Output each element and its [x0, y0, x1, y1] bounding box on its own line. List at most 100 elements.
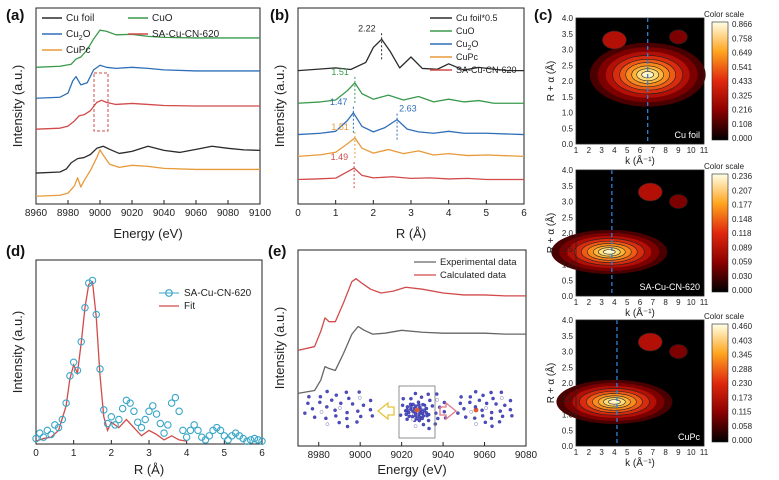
map-frame [575, 17, 705, 145]
data-point-37 [171, 393, 180, 402]
data-point-35 [164, 421, 172, 429]
atom-95 [411, 417, 415, 422]
atom-92 [420, 416, 424, 421]
atom-r-25 [458, 401, 463, 406]
series-line-cuo [35, 29, 260, 68]
x-tick-label-5: 5 [625, 298, 630, 307]
atom-15 [334, 393, 339, 397]
x-tick-label-10: 10 [687, 298, 696, 307]
panel-e-frame [297, 249, 527, 447]
series-line-sa-cu-cn-620 [35, 99, 260, 130]
legend-label-sa-cu-cn-620: SA-Cu-CN-620 [152, 29, 220, 40]
atom-13 [361, 403, 366, 408]
atom-r-17 [462, 407, 466, 411]
x-tick-label-1: 1 [574, 146, 579, 155]
legend-label-cuo: CuO [152, 13, 173, 24]
data-point-23 [118, 404, 127, 413]
legend-label-calc-e: Calculated data [440, 270, 507, 281]
atom-1 [333, 408, 337, 413]
x-tick-label-0: 0 [295, 208, 301, 219]
panel-label-c: (c) [534, 7, 552, 24]
colorbar-tick-6: 0.216 [732, 106, 753, 115]
colorbar-tick-8: 0.000 [732, 134, 753, 143]
atom-0 [338, 406, 342, 410]
legend-label-cuo-b: CuO [456, 26, 475, 36]
colorbar-tick-1: 0.758 [732, 34, 753, 43]
x-tick-label-11: 11 [700, 146, 709, 155]
atom-61 [413, 424, 418, 428]
data-point-11 [73, 366, 82, 375]
x-tick-label-7: 7 [651, 298, 656, 307]
atom-25 [306, 401, 310, 406]
peak-label-4: 1.51 [331, 122, 349, 132]
atom-3 [345, 410, 349, 415]
atom-r-7 [477, 398, 482, 403]
x-tick-label-9020: 9020 [121, 208, 144, 219]
atom-50 [436, 416, 440, 421]
atom-91 [417, 402, 421, 407]
data-point-3 [43, 426, 52, 435]
series-line-calculated-data [297, 278, 526, 352]
peak-label-3: 2.63 [399, 104, 417, 114]
colorbar-tick-4: 0.230 [732, 379, 753, 388]
atom-99 [421, 402, 425, 407]
x-tick-label-9060: 9060 [473, 450, 496, 461]
y-tick-label-0: 0.0 [562, 442, 574, 451]
atom-r-4 [473, 405, 478, 409]
atom-8 [356, 409, 360, 413]
atom-90 [407, 414, 411, 419]
series-line-cupc [35, 149, 260, 197]
colorbar-tick-4: 0.433 [732, 77, 753, 86]
x-tick-label-9060: 9060 [185, 208, 208, 219]
y-tick-label-6: 3.0 [562, 46, 574, 55]
data-point-36 [167, 399, 176, 407]
data-point-0 [32, 434, 40, 443]
atom-r-3 [489, 410, 494, 415]
data-point-28 [137, 423, 146, 432]
atom-r-31 [499, 390, 504, 395]
contour-8 [602, 249, 616, 255]
y-tick-label-5: 2.5 [562, 363, 574, 372]
legend-label-sa-d: SA-Cu-CN-620 [184, 288, 252, 299]
atom-56 [405, 417, 409, 421]
colorbar-tick-7: 0.030 [732, 272, 753, 281]
atom-59 [400, 403, 405, 408]
atom-55 [442, 409, 447, 414]
atom-29 [370, 414, 375, 418]
x-tick-label-7: 7 [651, 448, 656, 457]
data-point-8 [62, 399, 70, 407]
atom-r-33 [459, 395, 463, 399]
panel-a-xanes: Intensity (a.u.) Energy (eV) 8960 8980 900… [10, 7, 272, 241]
atom-r-9 [469, 410, 473, 414]
atom-r-27 [474, 422, 478, 426]
data-point-22 [115, 415, 123, 424]
atom-r-29 [510, 414, 514, 418]
x-tick-label-6: 6 [638, 298, 643, 307]
atom-98 [404, 412, 408, 417]
colorbar-tick-6: 0.115 [732, 408, 752, 417]
atom-97 [425, 413, 429, 418]
data-point-16 [92, 310, 101, 319]
atom-11 [345, 416, 349, 421]
atom-96 [411, 402, 415, 407]
contour-tertiary [669, 29, 688, 45]
atom-r-12 [468, 400, 472, 405]
atom-r-13 [503, 403, 507, 408]
x-tick-label-1: 1 [333, 208, 339, 219]
x-tick-label-10: 10 [687, 448, 696, 457]
data-point-29 [141, 415, 149, 424]
colorbar-tick-8: 0.000 [732, 286, 753, 295]
data-point-1 [36, 429, 44, 437]
data-point-7 [58, 415, 67, 424]
panel-e-ylabel: Intensity (a.u.) [272, 307, 287, 389]
x-tick-label-8: 8 [663, 146, 668, 155]
atom-12 [318, 400, 322, 405]
colorbar-tick-5: 0.325 [732, 91, 753, 100]
panel-a-xlabel: Energy (eV) [113, 226, 182, 241]
atom-14 [324, 416, 328, 421]
atom-26 [368, 398, 373, 403]
atom-5 [350, 402, 355, 406]
arrow-right-icon [439, 401, 458, 421]
y-tick-label-5: 2.5 [562, 61, 574, 70]
legend-label-cu-foil-half: Cu foil*0.5 [456, 13, 498, 23]
